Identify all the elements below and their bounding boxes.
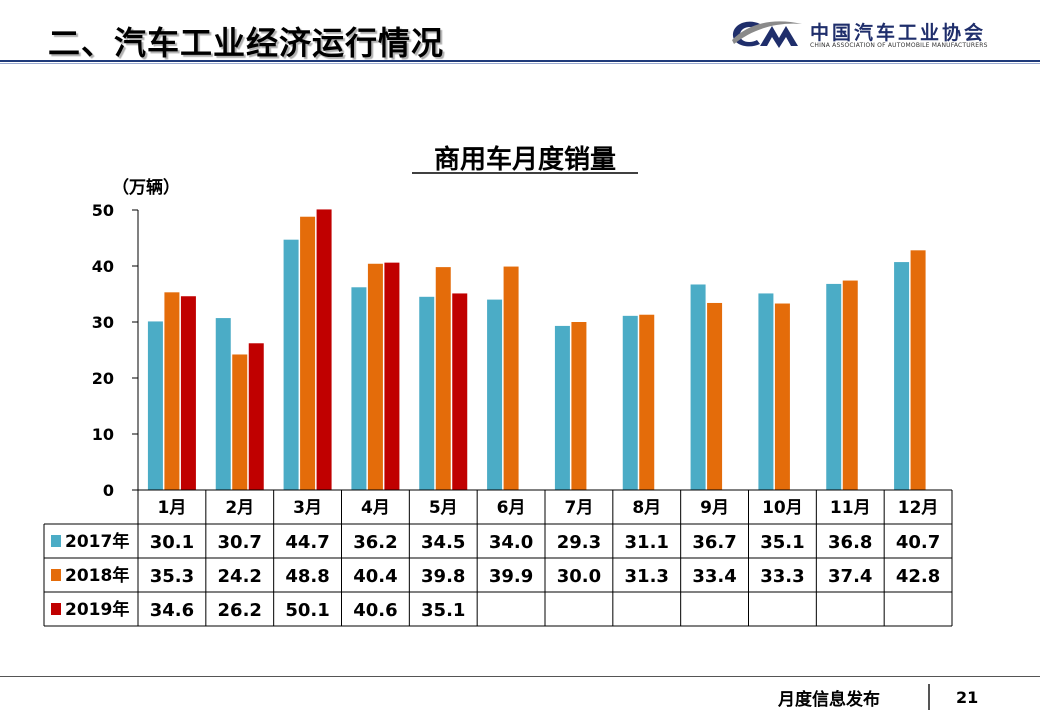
header-divider [0, 60, 1040, 62]
legend-swatch [51, 569, 61, 581]
bar [910, 250, 926, 490]
x-tick-label: 11月 [830, 498, 871, 518]
bar [842, 280, 858, 490]
y-tick-label: 0 [103, 481, 114, 500]
x-tick-label: 5月 [429, 498, 458, 518]
y-axis-label: （万辆） [112, 177, 180, 198]
bar [826, 283, 842, 490]
data-label: 50.1 [285, 600, 329, 621]
data-label: 36.8 [828, 532, 872, 553]
data-label: 34.5 [421, 532, 465, 553]
data-label: 40.6 [353, 600, 397, 621]
bar [316, 209, 332, 490]
bar [232, 354, 248, 490]
x-tick-label: 10月 [762, 498, 803, 518]
bar [215, 318, 231, 490]
page-number: 21 [956, 688, 979, 707]
data-label: 36.2 [353, 532, 397, 553]
data-label: 34.0 [489, 532, 533, 553]
bar [894, 262, 910, 490]
x-tick-label: 4月 [361, 498, 390, 518]
data-label: 30.7 [218, 532, 262, 553]
x-tick-label: 9月 [700, 498, 729, 518]
logo-name: 中国汽车工业协会 [810, 22, 987, 44]
x-tick-label: 7月 [564, 498, 593, 518]
bar [351, 287, 367, 490]
data-label: 35.1 [421, 600, 465, 621]
bar [639, 314, 655, 490]
bar [384, 262, 400, 490]
bar [283, 239, 299, 490]
data-label: 30.1 [150, 532, 194, 553]
data-label: 40.4 [353, 566, 397, 587]
bar [180, 296, 196, 490]
chart-title: 商用车月度销量 [434, 144, 616, 175]
header-divider-thin [0, 63, 1040, 64]
bar [419, 296, 435, 490]
bar [503, 266, 519, 490]
data-label: 30.0 [557, 566, 601, 587]
logo-english-name: CHINA ASSOCIATION OF AUTOMOBILE MANUFACT… [810, 42, 988, 49]
bar [300, 216, 316, 490]
data-label: 44.7 [285, 532, 329, 553]
footer-label: 月度信息发布 [778, 690, 880, 710]
bar [758, 293, 774, 490]
data-label: 24.2 [218, 566, 262, 587]
data-label: 31.3 [625, 566, 669, 587]
legend-swatch [51, 603, 61, 615]
data-label: 31.1 [625, 532, 669, 553]
bar [571, 322, 587, 490]
sales-bar-chart: 商用车月度销量 （万辆） 0 10 20 30 40 50 1月 2月 3月 4月 5月 6月 7月 8月 9月… [43, 144, 953, 627]
bar [452, 293, 468, 490]
footer-divider [0, 676, 1040, 677]
x-tick-label: 6月 [497, 498, 526, 518]
y-tick-label: 10 [92, 425, 114, 444]
bar [147, 321, 163, 490]
data-label: 34.6 [150, 600, 194, 621]
legend-label: 2018年 [65, 565, 129, 586]
data-label: 26.2 [218, 600, 262, 621]
data-label: 33.4 [692, 566, 736, 587]
x-tick-label: 8月 [632, 498, 661, 518]
x-tick-label: 12月 [898, 498, 939, 518]
legend-label: 2017年 [65, 531, 129, 552]
y-tick-label: 50 [92, 201, 114, 220]
bar [248, 343, 264, 490]
bar [487, 299, 503, 490]
legend-swatch [51, 535, 61, 547]
data-label: 37.4 [828, 566, 872, 587]
bar [707, 302, 723, 490]
bar [622, 315, 638, 490]
data-label: 35.3 [150, 566, 194, 587]
data-label: 33.3 [760, 566, 804, 587]
data-label: 40.7 [896, 532, 940, 553]
x-tick-label: 1月 [157, 498, 186, 518]
data-label: 29.3 [557, 532, 601, 553]
caam-logo-mark [732, 21, 802, 48]
x-tick-label: 2月 [225, 498, 254, 518]
footer-separator [928, 684, 930, 710]
bar [435, 267, 451, 490]
caam-logo: 中国汽车工业协会 CHINA ASSOCIATION OF AUTOMOBILE… [730, 18, 1000, 52]
y-tick-label: 30 [92, 313, 114, 332]
data-label: 39.9 [489, 566, 533, 587]
y-tick-label: 40 [92, 257, 114, 276]
data-label: 36.7 [692, 532, 736, 553]
bar [690, 284, 706, 490]
data-label: 48.8 [285, 566, 329, 587]
bar [164, 292, 180, 490]
bar [554, 325, 570, 490]
x-tick-label: 3月 [293, 498, 322, 518]
page-title: 二、汽车工业经济运行情况 [48, 24, 445, 62]
bar [367, 263, 383, 490]
data-label: 39.8 [421, 566, 465, 587]
data-label: 35.1 [760, 532, 804, 553]
legend-label: 2019年 [65, 599, 129, 620]
y-tick-label: 20 [92, 369, 114, 388]
data-label: 42.8 [896, 566, 940, 587]
bar [774, 303, 790, 490]
